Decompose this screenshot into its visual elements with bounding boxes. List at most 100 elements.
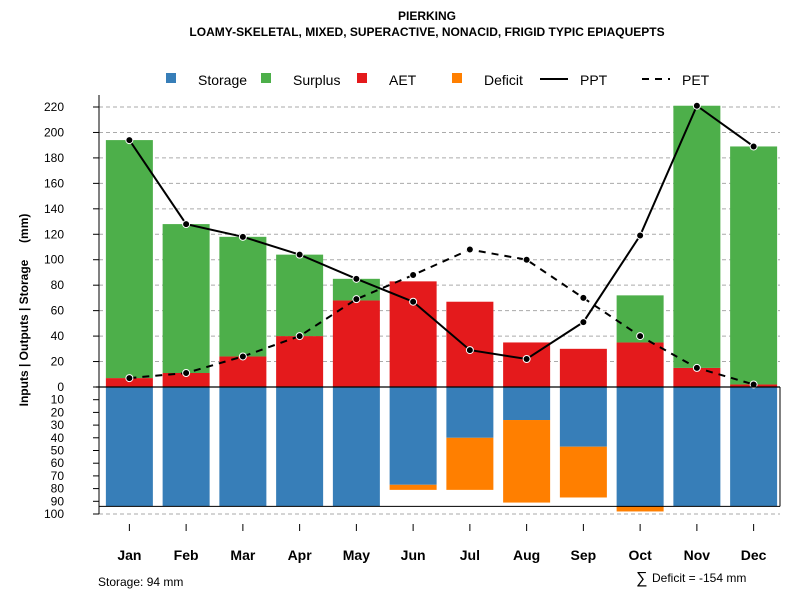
- legend-swatch-storage: [166, 73, 176, 83]
- y-tick-label: 20: [51, 355, 65, 369]
- legend-swatch-surplus: [261, 73, 271, 83]
- aet-bar: [389, 281, 437, 387]
- y-tick-label: 160: [44, 176, 64, 190]
- aet-bar: [559, 348, 607, 387]
- ppt-point: [182, 220, 191, 229]
- y-tick-label: 80: [51, 482, 65, 496]
- ppt-point: [125, 136, 134, 145]
- legend-label-aet: AET: [389, 72, 417, 88]
- pet-line: [129, 248, 754, 386]
- y-axis-label: Inputs | Outputs | Storage (mm): [17, 214, 31, 407]
- y-tick-label: 120: [44, 227, 64, 241]
- storage-bar: [503, 387, 551, 421]
- deficit-sum-icon: ∑: [636, 570, 647, 587]
- y-tick-label: 100: [44, 253, 64, 267]
- surplus-bar: [105, 140, 153, 379]
- ppt-point: [409, 297, 418, 306]
- ppt-point: [636, 231, 645, 240]
- aet-bar: [105, 378, 153, 387]
- surplus-bar: [276, 254, 324, 337]
- storage-bar: [389, 387, 437, 485]
- ppt-point: [352, 274, 361, 283]
- ppt-point: [522, 355, 531, 363]
- pet-point: [579, 293, 588, 302]
- x-tick-label: Jul: [460, 547, 480, 563]
- storage-bar: [673, 387, 721, 507]
- series-lines: [125, 101, 758, 389]
- y-tick-label: 180: [44, 151, 64, 165]
- x-tick-label: May: [343, 547, 370, 563]
- storage-bar: [332, 387, 380, 507]
- y-tick-label: 40: [51, 329, 65, 343]
- y-tick-label: 70: [51, 469, 65, 483]
- deficit-bar: [559, 446, 607, 498]
- pet-point: [749, 380, 758, 389]
- x-tick-label: Feb: [174, 547, 199, 563]
- legend-swatch-deficit: [452, 73, 462, 83]
- storage-bar: [276, 387, 324, 507]
- x-tick-label: Mar: [230, 547, 255, 563]
- x-tick-label: Apr: [288, 547, 313, 563]
- pet-point: [238, 352, 247, 361]
- aet-bar: [446, 301, 494, 387]
- x-tick-label: Nov: [684, 547, 711, 563]
- legend-label-storage: Storage: [198, 72, 247, 88]
- bars: [105, 105, 778, 512]
- pet-point: [636, 332, 645, 341]
- y-tick-label: 60: [51, 456, 65, 470]
- ppt-point: [749, 142, 758, 151]
- surplus-bar: [730, 146, 778, 385]
- y-tick-label: 90: [51, 494, 65, 508]
- ppt-point: [465, 346, 474, 355]
- aet-bar: [276, 336, 324, 387]
- chart-subtitle: LOAMY-SKELETAL, MIXED, SUPERACTIVE, NONA…: [189, 25, 664, 39]
- y-tick-label: 140: [44, 202, 64, 216]
- deficit-bar: [446, 437, 494, 490]
- aet-bar: [673, 367, 721, 387]
- aet-bar: [162, 373, 210, 387]
- y-tick-label: 80: [51, 278, 65, 292]
- pet-point: [692, 363, 701, 372]
- aet-bar: [332, 300, 380, 387]
- pet-point: [522, 255, 531, 264]
- deficit-bar: [389, 484, 437, 490]
- y-tick-label: 20: [51, 405, 65, 419]
- legend-label-deficit: Deficit: [484, 72, 523, 88]
- deficit-bar: [616, 506, 664, 512]
- legend-label-ppt: PPT: [580, 72, 608, 88]
- storage-bar: [616, 387, 664, 507]
- ppt-point: [692, 101, 701, 110]
- legend: Storage Surplus AET Deficit PPT PET: [166, 72, 710, 88]
- surplus-bar: [673, 105, 721, 368]
- y-tick-label: 200: [44, 125, 64, 139]
- deficit-bar: [503, 420, 551, 503]
- x-tick-label: Sep: [571, 547, 597, 563]
- aet-bar: [616, 342, 664, 387]
- legend-swatch-aet: [357, 73, 367, 83]
- gridlines: [99, 106, 780, 515]
- pet-point: [465, 245, 474, 254]
- y-tick-label: 0: [57, 380, 64, 394]
- storage-bar: [446, 387, 494, 438]
- ppt-point: [238, 232, 247, 241]
- pet-point: [182, 369, 191, 377]
- ppt-point: [295, 250, 304, 259]
- y-tick-label: 60: [51, 304, 65, 318]
- legend-label-surplus: Surplus: [293, 72, 340, 88]
- surplus-bar: [219, 236, 267, 357]
- y-tick-label: 100: [44, 507, 64, 521]
- y-tick-label: 30: [51, 418, 65, 432]
- x-tick-label: Jan: [117, 547, 141, 563]
- storage-bar: [162, 387, 210, 507]
- x-tick-label: Jun: [401, 547, 426, 563]
- y-tick-label: 40: [51, 431, 65, 445]
- axes: 0204060801001201401601802002201020304050…: [44, 95, 781, 563]
- x-tick-label: Dec: [741, 547, 767, 563]
- y-tick-label: 10: [51, 393, 65, 407]
- pet-point: [295, 332, 304, 341]
- legend-label-pet: PET: [682, 72, 710, 88]
- storage-bar: [559, 387, 607, 447]
- storage-bar: [219, 387, 267, 507]
- x-tick-label: Aug: [513, 547, 540, 563]
